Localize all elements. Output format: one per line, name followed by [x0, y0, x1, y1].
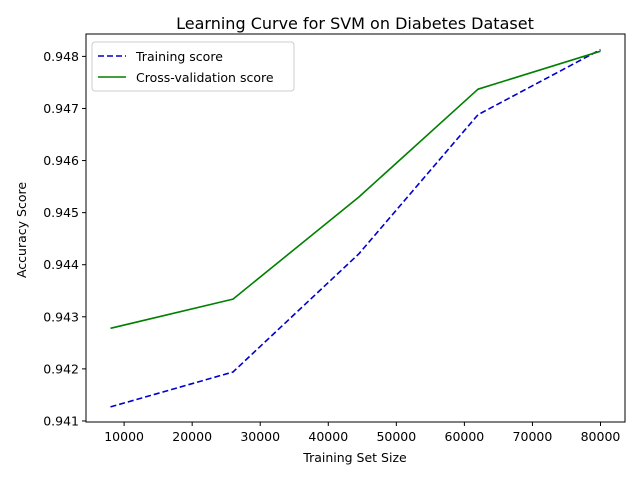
y-tick-label: 0.948: [43, 49, 79, 64]
y-tick-label: 0.947: [43, 101, 79, 116]
x-tick-label: 70000: [513, 429, 553, 444]
training-score-line: [110, 48, 601, 408]
x-axis-label: Training Set Size: [302, 450, 407, 465]
x-tick-label: 20000: [172, 429, 212, 444]
legend-training-label: Training score: [135, 49, 223, 64]
plot-area-frame: [85, 33, 626, 423]
x-tick-label: 50000: [376, 429, 416, 444]
y-tick-label: 0.946: [43, 153, 79, 168]
plot-lines: [110, 48, 601, 408]
y-tick-label: 0.945: [43, 205, 79, 220]
x-tick-label: 30000: [240, 429, 280, 444]
y-tick-label: 0.942: [43, 361, 79, 376]
legend-frame: [91, 41, 295, 92]
x-tick-label: 10000: [104, 429, 144, 444]
legend-cv-label: Cross-validation score: [136, 70, 274, 85]
y-axis-ticks: 0.941 0.942 0.943 0.944 0.945 0.946 0.947 0.948: [43, 49, 86, 428]
y-axis-label: Accuracy Score: [14, 182, 29, 278]
y-tick-label: 0.943: [43, 309, 79, 324]
x-axis-ticks: 10000 20000 30000 40000 50000 60000 70000 80000: [104, 422, 620, 444]
y-tick-label: 0.941: [43, 413, 79, 428]
chart-legend: Training score Cross-validation score: [91, 41, 295, 92]
cv-score-line: [110, 50, 601, 330]
x-tick-label: 60000: [445, 429, 485, 444]
chart-title: Learning Curve for SVM on Diabetes Datas…: [176, 14, 534, 33]
y-tick-label: 0.944: [43, 257, 79, 272]
x-tick-label: 80000: [581, 429, 621, 444]
x-tick-label: 40000: [308, 429, 348, 444]
